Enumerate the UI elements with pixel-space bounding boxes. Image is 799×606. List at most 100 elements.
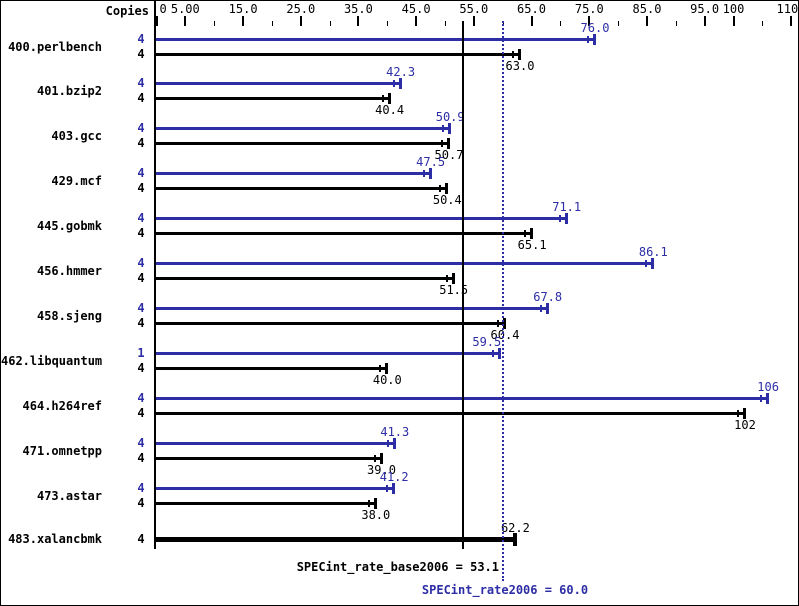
base-bar [156,367,388,370]
bar-end-cap [398,78,402,89]
x-axis-minor-tick [618,21,620,26]
base-bar [156,97,390,100]
base-value-label: 51.5 [439,283,469,297]
benchmark-label: 483.xalancbmk [8,532,102,546]
benchmark-label: 445.gobmk [36,219,102,233]
x-axis-tick-label: 85.0 [632,2,662,16]
bar-end-cap [503,318,506,329]
bar-run-tick [422,170,425,177]
base-value-label: 60.4 [490,328,520,342]
base-bar [156,537,516,542]
x-axis-major-tick [530,16,533,26]
peak-value-label: 41.2 [379,470,409,484]
bar-run-tick [497,320,499,327]
base-mean-label: SPECint_rate_base2006 = 53.1 [296,560,499,574]
bar-end-cap [564,213,568,224]
bar-end-cap [387,93,391,104]
base-bar [156,502,376,505]
x-axis-major-tick [472,16,475,26]
x-axis-tick-label: 25.0 [286,2,316,16]
copies-value: 4 [137,47,145,61]
benchmark-label: 471.omnetpp [22,444,102,458]
peak-value-label: 86.1 [638,245,668,259]
x-axis-tick-label: 75.0 [574,2,604,16]
x-axis-tick-label: 110 [776,2,799,16]
bar-end-cap [518,49,521,60]
benchmark-label: 456.hmmer [36,264,102,278]
peak-bar [156,487,395,490]
x-axis-minor-tick [675,21,677,26]
copies-value: 4 [137,32,145,46]
x-axis-tick-label: 0 [159,2,167,16]
copies-value: 4 [137,436,145,450]
bar-run-tick [439,185,442,192]
bar-end-cap [766,393,770,404]
copies-value: 4 [137,91,145,105]
copies-column-header: Copies [105,4,149,18]
bar-end-cap [530,228,534,239]
x-axis-major-tick [646,16,648,26]
copies-value: 4 [137,361,145,375]
x-axis-major-tick [155,16,158,26]
x-axis-tick-label: 55.0 [459,2,489,16]
copies-value: 4 [137,256,145,270]
x-axis-major-tick [732,16,735,26]
base-value-label: 102 [734,418,756,432]
bar-run-tick [512,51,514,58]
benchmark-label: 464.h264ref [22,399,102,413]
bar-run-tick [587,36,589,43]
copies-value: 4 [137,451,145,465]
x-axis-tick-label: 95.0 [690,2,720,16]
peak-mean-label: SPECint_rate2006 = 60.0 [421,583,589,597]
bar-end-cap [392,438,396,449]
bar-run-tick [367,500,370,507]
peak-value-label: 50.9 [435,110,465,124]
copies-value: 4 [137,481,145,495]
base-value-label: 63.0 [505,59,535,73]
peak-value-label: 42.3 [386,65,416,79]
bar-run-tick [539,305,542,312]
peak-bar [156,127,451,130]
bar-end-cap [513,533,518,546]
peak-bar [156,217,567,220]
copies-value: 4 [137,121,145,135]
copies-value: 4 [137,211,145,225]
bar-end-cap [385,363,389,374]
x-axis-tick-label: 100 [722,2,745,16]
y-axis-line [154,1,156,549]
benchmark-label: 458.sjeng [36,309,102,323]
bar-run-tick [392,80,395,87]
x-axis-minor-tick [387,21,389,26]
x-axis-major-tick [184,16,187,26]
x-axis-tick-label: 45.0 [401,2,431,16]
bar-end-cap [373,498,377,509]
peak-bar [156,172,431,175]
bar-end-cap [447,138,450,149]
copies-value: 1 [137,346,145,360]
benchmark-label: 462.libquantum [1,354,103,368]
peak-bar [156,82,401,85]
peak-mean-line [501,21,504,581]
base-value-label: 50.4 [432,193,462,207]
bar-run-tick [386,440,389,447]
benchmark-label: 429.mcf [51,174,102,188]
base-bar [156,232,533,235]
base-value-label: 38.0 [361,508,391,522]
bar-end-cap [593,34,596,45]
bar-end-cap [379,453,383,464]
x-axis-major-tick [703,16,706,26]
peak-value-label: 76.0 [580,21,610,35]
base-bar [156,322,505,325]
bar-end-cap [445,183,449,194]
peak-value-label: 41.3 [380,425,410,439]
x-axis-tick-label: 5.00 [170,2,200,16]
bar-run-tick [445,275,448,282]
peak-bar [156,307,548,310]
copies-value: 4 [137,166,145,180]
peak-bar [156,352,500,355]
base-value-label: 39.0 [367,463,396,477]
benchmark-label: 403.gcc [51,129,102,143]
